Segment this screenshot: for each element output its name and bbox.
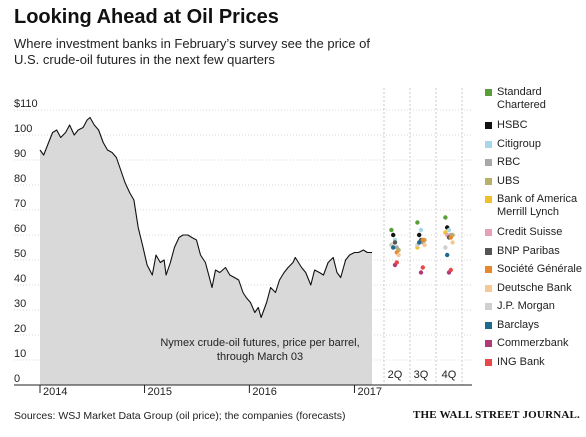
y-tick-label: 90 bbox=[14, 148, 26, 160]
forecast-point bbox=[389, 227, 394, 233]
forecast-point bbox=[448, 267, 453, 273]
y-tick-label: 10 bbox=[14, 348, 26, 360]
forecast-point bbox=[418, 270, 424, 275]
forecast-point bbox=[417, 240, 422, 245]
chart-title: Looking Ahead at Oil Prices bbox=[14, 6, 279, 28]
legend-swatch bbox=[485, 284, 492, 292]
quarter-label: 3Q bbox=[414, 369, 429, 381]
y-tick-label: 70 bbox=[14, 198, 26, 210]
legend-swatch bbox=[485, 266, 492, 273]
forecast-point bbox=[415, 220, 420, 225]
x-tick-label: 2016 bbox=[252, 386, 276, 398]
legend-swatch bbox=[485, 89, 492, 96]
forecast-point bbox=[446, 227, 452, 233]
forecast-point bbox=[396, 252, 401, 258]
legend-swatch bbox=[485, 303, 492, 310]
legend-swatch bbox=[485, 340, 492, 347]
legend-swatch bbox=[485, 229, 492, 236]
forecast-point bbox=[418, 227, 424, 233]
y-tick-label: 100 bbox=[14, 123, 32, 135]
legend-swatch bbox=[485, 177, 492, 185]
quarter-label: 4Q bbox=[442, 369, 457, 381]
forecast-point bbox=[448, 235, 453, 240]
source-note: Sources: WSJ Market Data Group (oil pric… bbox=[14, 410, 346, 422]
y-tick-label: 40 bbox=[14, 273, 26, 285]
forecast-point bbox=[443, 215, 448, 220]
legend-label: Citigroup bbox=[497, 137, 542, 150]
legend-swatch bbox=[485, 196, 492, 203]
chart-subtitle: Where investment banks in February’s sur… bbox=[14, 36, 370, 67]
price-area bbox=[40, 117, 372, 385]
legend-swatch bbox=[485, 247, 492, 255]
legend-label: Credit Suisse bbox=[497, 226, 563, 238]
legend-label: Société Générale bbox=[497, 263, 582, 275]
legend-swatch bbox=[485, 321, 492, 329]
legend-label: ING Bank bbox=[497, 355, 545, 368]
legend-label: RBC bbox=[497, 156, 521, 168]
legend-label: Deutsche Bank bbox=[497, 281, 572, 294]
forecast-point bbox=[450, 240, 455, 245]
forecast-point bbox=[420, 265, 425, 270]
legend-label: Barclays bbox=[497, 318, 540, 331]
x-tick-label: 2017 bbox=[357, 386, 381, 398]
y-tick-label: 0 bbox=[14, 373, 20, 385]
forecast-point bbox=[417, 232, 422, 238]
forecast-point bbox=[391, 232, 396, 238]
legend-label: Standard Chartered bbox=[497, 86, 546, 111]
legend-label: Commerzbank bbox=[497, 337, 569, 349]
legend-swatch bbox=[485, 358, 492, 366]
forecast-point bbox=[422, 242, 427, 248]
legend-swatch bbox=[485, 122, 492, 129]
y-tick-label: 20 bbox=[14, 323, 26, 335]
forecast-point bbox=[392, 240, 398, 245]
quarter-label: 2Q bbox=[388, 369, 403, 381]
legend-label: BNP Paribas bbox=[497, 244, 560, 257]
forecast-point bbox=[443, 245, 448, 250]
forecast-point bbox=[391, 245, 396, 250]
y-tick-label: 80 bbox=[14, 173, 26, 185]
y-tick-label: 50 bbox=[14, 248, 26, 260]
x-tick-label: 2015 bbox=[148, 386, 172, 398]
x-tick-label: 2014 bbox=[43, 386, 67, 398]
legend-label: HSBC bbox=[497, 119, 528, 131]
forecast-point bbox=[420, 237, 425, 243]
price-line bbox=[39, 116, 372, 319]
legend-label: Bank of America Merrill Lynch bbox=[497, 193, 578, 218]
legend-label: J.P. Morgan bbox=[497, 300, 555, 312]
y-tick-label: 60 bbox=[14, 223, 26, 235]
forecast-point bbox=[394, 260, 399, 265]
publisher-credit: THE WALL STREET JOURNAL. bbox=[412, 409, 580, 421]
forecast-point bbox=[445, 252, 450, 258]
legend-swatch bbox=[485, 140, 492, 148]
y-tick-label-top: $110 bbox=[14, 98, 38, 110]
y-tick-label: 30 bbox=[14, 298, 26, 310]
legend-swatch bbox=[485, 159, 492, 166]
area-annotation-line2: through March 03 bbox=[217, 351, 303, 363]
area-annotation-line1: Nymex crude-oil futures, price per barre… bbox=[160, 337, 359, 349]
legend-label: UBS bbox=[497, 174, 520, 187]
